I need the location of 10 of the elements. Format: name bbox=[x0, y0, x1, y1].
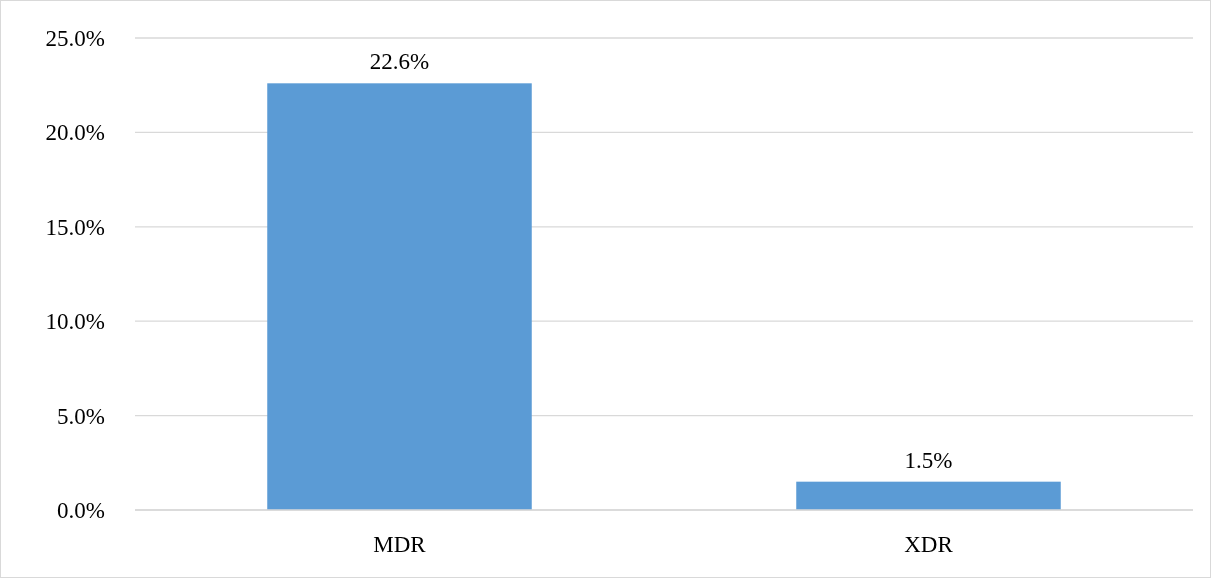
x-tick-label: MDR bbox=[373, 532, 427, 557]
y-tick-label: 5.0% bbox=[57, 403, 105, 429]
y-tick-label: 20.0% bbox=[45, 120, 105, 146]
y-tick-label: 15.0% bbox=[45, 214, 105, 240]
y-tick-label: 0.0% bbox=[57, 498, 105, 524]
y-tick-label: 10.0% bbox=[45, 309, 105, 335]
data-label: 1.5% bbox=[904, 447, 953, 473]
y-tick-label: 25.0% bbox=[45, 26, 105, 52]
data-label: 22.6% bbox=[369, 49, 430, 75]
x-tick-label: XDR bbox=[904, 532, 954, 557]
